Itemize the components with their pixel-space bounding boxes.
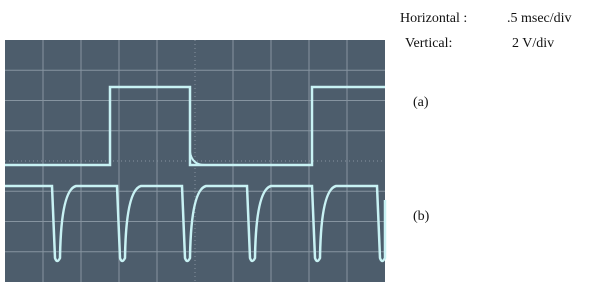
scope-figure: Horizontal : .5 msec/div Vertical: 2 V/d… bbox=[0, 0, 608, 291]
horizontal-label: Horizontal : bbox=[400, 11, 467, 26]
horizontal-value: .5 msec/div bbox=[507, 11, 572, 26]
vertical-value: 2 V/div bbox=[512, 36, 554, 51]
trace-a-label: (a) bbox=[413, 95, 429, 110]
vertical-label: Vertical: bbox=[405, 36, 452, 51]
page: Horizontal : .5 msec/div Vertical: 2 V/d… bbox=[0, 0, 608, 296]
trace-b-label: (b) bbox=[413, 209, 430, 224]
